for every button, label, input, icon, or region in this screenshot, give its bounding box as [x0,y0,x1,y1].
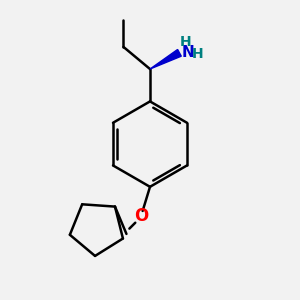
Text: H: H [179,34,191,49]
Text: H: H [192,47,204,61]
Polygon shape [150,50,181,69]
Text: N: N [182,45,195,60]
Text: O: O [134,207,148,225]
